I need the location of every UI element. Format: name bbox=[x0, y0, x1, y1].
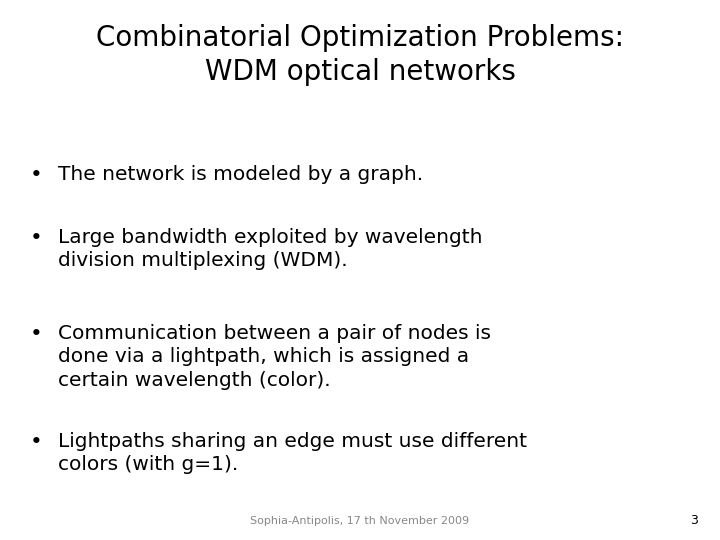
Text: •: • bbox=[30, 228, 42, 248]
Text: Sophia-Antipolis, 17 th November 2009: Sophia-Antipolis, 17 th November 2009 bbox=[251, 516, 469, 526]
Text: Communication between a pair of nodes is
done via a lightpath, which is assigned: Communication between a pair of nodes is… bbox=[58, 324, 490, 390]
Text: •: • bbox=[30, 324, 42, 344]
Text: Lightpaths sharing an edge must use different
colors (with g=1).: Lightpaths sharing an edge must use diff… bbox=[58, 432, 526, 475]
Text: Combinatorial Optimization Problems:
WDM optical networks: Combinatorial Optimization Problems: WDM… bbox=[96, 24, 624, 86]
Text: The network is modeled by a graph.: The network is modeled by a graph. bbox=[58, 165, 423, 184]
Text: •: • bbox=[30, 432, 42, 452]
Text: •: • bbox=[30, 165, 42, 185]
Text: 3: 3 bbox=[690, 514, 698, 526]
Text: Large bandwidth exploited by wavelength
division multiplexing (WDM).: Large bandwidth exploited by wavelength … bbox=[58, 228, 482, 271]
